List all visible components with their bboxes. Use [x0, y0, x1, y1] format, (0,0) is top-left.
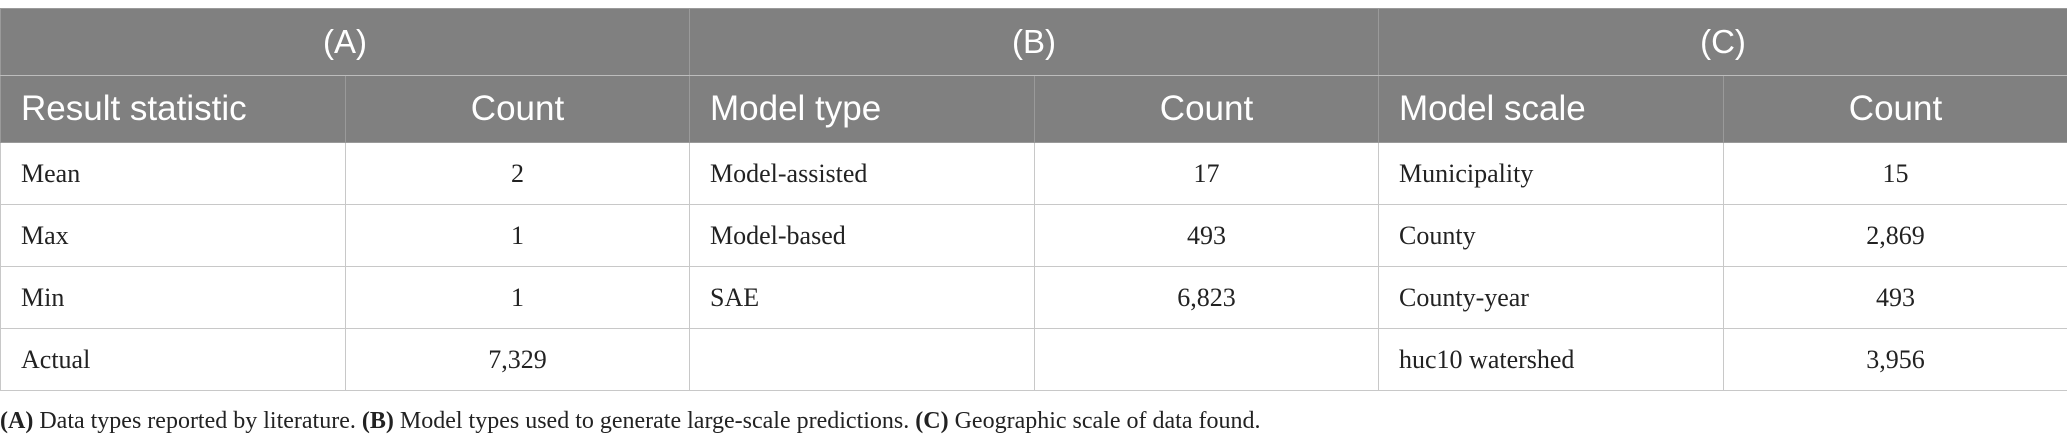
table-cell: Max: [0, 204, 346, 267]
table-cell: huc10 watershed: [1378, 328, 1724, 391]
column-header-result-statistic: Result statistic: [0, 75, 346, 143]
column-header-row: Result statistic Count Model type Count …: [0, 75, 2067, 143]
table-caption: (A) Data types reported by literature. (…: [0, 408, 1260, 435]
table-cell: [1034, 328, 1379, 391]
table-cell: 6,823: [1034, 266, 1379, 329]
column-header-count-b: Count: [1034, 75, 1379, 143]
column-header-count-a: Count: [345, 75, 690, 143]
data-table: (A) (B) (C) Result statistic Count Model…: [0, 8, 2067, 391]
group-header-row: (A) (B) (C): [0, 8, 2067, 76]
table-row: Actual 7,329 huc10 watershed 3,956: [0, 328, 2067, 391]
caption-text-a: Data types reported by literature.: [33, 408, 362, 434]
table-cell: [689, 328, 1035, 391]
table-cell: 493: [1723, 266, 2067, 329]
table-cell: 493: [1034, 204, 1379, 267]
column-header-count-c: Count: [1723, 75, 2067, 143]
group-header-a: (A): [0, 8, 690, 76]
group-header-b: (B): [689, 8, 1379, 76]
table-cell: Min: [0, 266, 346, 329]
caption-tag-c: (C): [915, 408, 949, 434]
table-cell: Mean: [0, 142, 346, 205]
column-header-model-type: Model type: [689, 75, 1035, 143]
caption-tag-b: (B): [361, 408, 394, 434]
table-cell: 1: [345, 266, 690, 329]
table-row: Max 1 Model-based 493 County 2,869: [0, 204, 2067, 267]
caption-text-c: Geographic scale of data found.: [948, 408, 1261, 434]
table-cell: Model-assisted: [689, 142, 1035, 205]
group-header-c: (C): [1378, 8, 2067, 76]
table-cell: Actual: [0, 328, 346, 391]
caption-text-b: Model types used to generate large-scale…: [393, 408, 916, 434]
table-cell: County-year: [1378, 266, 1724, 329]
data-table-container: (A) (B) (C) Result statistic Count Model…: [0, 8, 2067, 391]
table-cell: 15: [1723, 142, 2067, 205]
table-cell: 1: [345, 204, 690, 267]
table-cell: 17: [1034, 142, 1379, 205]
table-cell: Municipality: [1378, 142, 1724, 205]
table-cell: 3,956: [1723, 328, 2067, 391]
table-row: Min 1 SAE 6,823 County-year 493: [0, 266, 2067, 329]
caption-tag-a: (A): [0, 408, 34, 434]
table-cell: SAE: [689, 266, 1035, 329]
table-cell: 2,869: [1723, 204, 2067, 267]
table-cell: 7,329: [345, 328, 690, 391]
table-cell: Model-based: [689, 204, 1035, 267]
table-cell: County: [1378, 204, 1724, 267]
table-row: Mean 2 Model-assisted 17 Municipality 15: [0, 142, 2067, 205]
column-header-model-scale: Model scale: [1378, 75, 1724, 143]
table-cell: 2: [345, 142, 690, 205]
